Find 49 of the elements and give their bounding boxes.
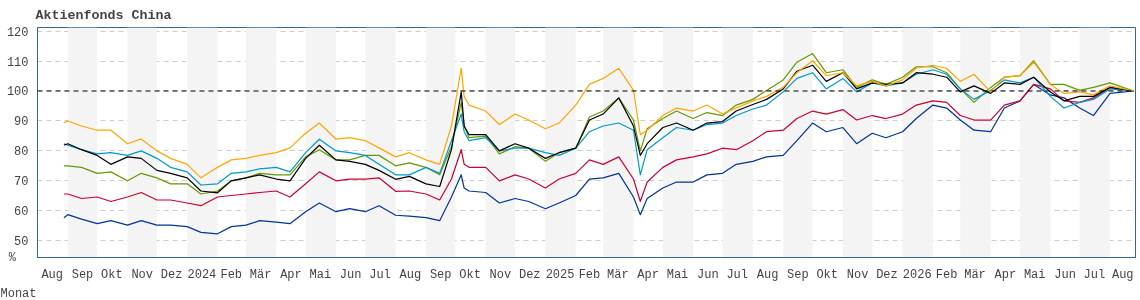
- x-tick-label: Mai: [666, 267, 689, 282]
- x-tick-label: Jul: [369, 267, 391, 282]
- x-tick-label: Nov: [131, 267, 154, 282]
- y-tick-label: 100: [6, 85, 29, 100]
- x-tick-label: Aug: [399, 267, 422, 282]
- x-tick-label: Jun: [697, 267, 719, 282]
- x-tick-label: Apr: [994, 267, 1017, 282]
- x-tick-label: Jun: [1054, 267, 1076, 282]
- x-tick-label: Feb: [578, 267, 601, 282]
- x-axis-title: Monat: [0, 286, 37, 300]
- y-tick-label: 90: [14, 115, 29, 130]
- x-tick-label: Apr: [637, 267, 659, 282]
- x-tick-label: Mär: [607, 267, 629, 282]
- x-tick-label: Mai: [1023, 267, 1046, 282]
- x-tick-label: Nov: [846, 267, 869, 282]
- x-tick-label: Aug: [41, 267, 63, 282]
- x-tick-label: Feb: [220, 267, 243, 282]
- x-tick-label: Apr: [280, 267, 302, 282]
- x-tick-label: Dez: [876, 267, 898, 282]
- x-tick-label: Nov: [489, 267, 512, 282]
- x-tick-label: Mär: [964, 267, 986, 282]
- x-tick-label: Mai: [309, 267, 332, 282]
- x-tick-label: Okt: [459, 267, 481, 282]
- x-tick-label: 2026: [902, 267, 932, 282]
- x-tick-label: Aug: [756, 267, 779, 282]
- y-tick-label: 110: [6, 55, 29, 70]
- chart-title: Aktienfonds China: [35, 7, 172, 23]
- y-tick-label: 50: [14, 235, 29, 250]
- y-tick-label: 70: [14, 175, 29, 190]
- x-tick-label: Okt: [101, 267, 123, 282]
- x-tick-label: 2025: [545, 267, 575, 282]
- x-tick-label: Sep: [429, 267, 452, 282]
- x-tick-label: Mär: [249, 267, 272, 282]
- x-tick-label: 2024: [187, 267, 217, 282]
- x-tick-label: Dez: [160, 267, 183, 282]
- x-tick-label: Jul: [1083, 267, 1106, 282]
- x-tick-label: Okt: [816, 267, 839, 282]
- x-tick-label: Aug: [1111, 267, 1134, 282]
- x-tick-label: Feb: [935, 267, 958, 282]
- x-tick-label: Dez: [518, 267, 541, 282]
- y-tick-label: 120: [6, 25, 29, 40]
- x-tick-label: Sep: [787, 267, 809, 282]
- y-tick-label: 80: [14, 145, 29, 160]
- x-tick-label: Jun: [339, 267, 362, 282]
- y-tick-label: 60: [14, 205, 29, 220]
- y-axis-title: %: [8, 250, 17, 265]
- x-tick-label: Sep: [71, 267, 94, 282]
- x-tick-label: Jul: [726, 267, 749, 282]
- line-series: [63, 83, 1135, 235]
